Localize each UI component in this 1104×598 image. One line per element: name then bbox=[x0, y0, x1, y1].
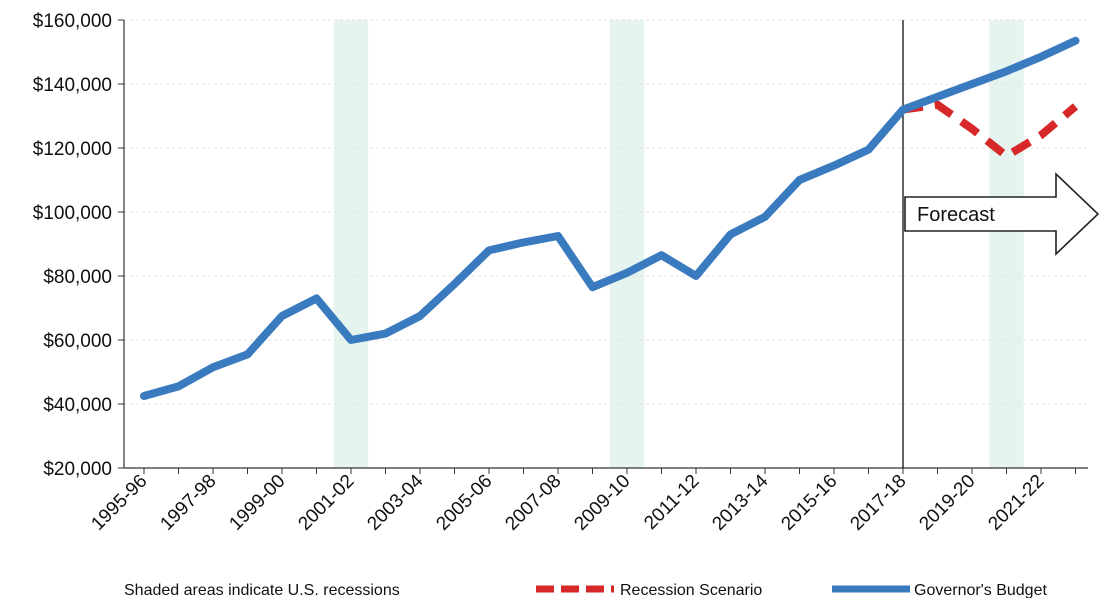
y-tick-label: $100,000 bbox=[33, 203, 112, 224]
y-tick-label: $120,000 bbox=[33, 139, 112, 160]
x-tick-label: 2001-02 bbox=[294, 471, 358, 535]
legend-label-recession-scenario: Recession Scenario bbox=[620, 582, 762, 598]
x-tick-label: 2019-20 bbox=[915, 471, 979, 535]
forecast-label: Forecast bbox=[917, 204, 995, 226]
x-tick-label: 2017-18 bbox=[846, 471, 910, 535]
y-tick-label: $140,000 bbox=[33, 75, 112, 96]
y-tick-label: $60,000 bbox=[43, 331, 112, 352]
y-tick-label: $40,000 bbox=[43, 395, 112, 416]
y-tick-label: $20,000 bbox=[43, 459, 112, 480]
x-tick-label: 2003-04 bbox=[363, 470, 427, 534]
series-line-governor-s-budget bbox=[140, 36, 1080, 400]
legend: Shaded areas indicate U.S. recessions Re… bbox=[124, 582, 1047, 598]
y-tick-label: $80,000 bbox=[43, 267, 112, 288]
y-tick-label: $160,000 bbox=[33, 11, 112, 32]
series-line-recession-scenario bbox=[902, 100, 1079, 160]
recession-band-2 bbox=[609, 20, 645, 468]
recession-band-3 bbox=[989, 20, 1024, 468]
recession-band-1 bbox=[333, 20, 369, 468]
x-tick-label: 2015-16 bbox=[777, 471, 841, 535]
x-tick-label: 2007-08 bbox=[501, 471, 565, 535]
x-tick-label: 2013-14 bbox=[708, 470, 772, 534]
x-tick-label: 2005-06 bbox=[432, 471, 496, 535]
legend-label-governors-budget: Governor's Budget bbox=[914, 582, 1047, 598]
recession-note: Shaded areas indicate U.S. recessions bbox=[124, 582, 400, 598]
x-tick-label: 1999-00 bbox=[225, 471, 289, 535]
x-tick-label: 2011-12 bbox=[640, 471, 703, 534]
x-tick-label: 1997-98 bbox=[156, 471, 220, 535]
forecast-arrow bbox=[904, 172, 1100, 256]
x-tick-label: 1995-96 bbox=[87, 471, 151, 535]
x-tick-label: 2009-10 bbox=[570, 471, 634, 535]
x-tick-label: 2021-22 bbox=[984, 471, 1048, 535]
